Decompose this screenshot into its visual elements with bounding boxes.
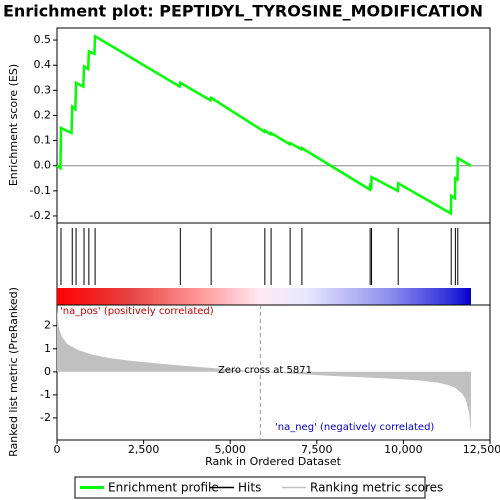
x-tick-label: 5,000 bbox=[214, 443, 246, 456]
y-tick-label: -0.2 bbox=[30, 209, 51, 222]
y-axis-label: Enrichment score (ES) bbox=[7, 64, 20, 186]
x-tick-label: 7,500 bbox=[301, 443, 333, 456]
y-tick-label: -0.1 bbox=[30, 184, 51, 197]
color-bar bbox=[57, 288, 471, 305]
annotation: 'na_neg' (negatively correlated) bbox=[275, 422, 434, 433]
y-tick-label: 0.1 bbox=[34, 134, 52, 147]
legend-label: Hits bbox=[238, 481, 261, 495]
y-axis-label: Ranked list metric (PreRanked) bbox=[7, 287, 20, 457]
legend-label: Enrichment profile bbox=[108, 481, 219, 495]
y-tick-label: 1 bbox=[44, 342, 51, 355]
x-tick-label: 2,500 bbox=[128, 443, 160, 456]
enrichment-line bbox=[56, 34, 472, 216]
y-tick-label: 0.5 bbox=[34, 33, 52, 46]
y-tick-label: 0.2 bbox=[34, 108, 52, 121]
metric-area bbox=[57, 309, 471, 432]
y-tick-label: 0.4 bbox=[34, 58, 52, 71]
y-tick-label: 2 bbox=[44, 319, 51, 332]
chart-title: Enrichment plot: PEPTIDYL_TYROSINE_MODIF… bbox=[3, 2, 483, 21]
metric-panel bbox=[56, 304, 491, 441]
y-tick-label: -1 bbox=[40, 388, 51, 401]
x-tick-label: 10,000 bbox=[384, 443, 423, 456]
legend bbox=[74, 476, 426, 499]
legend-label: Ranking metric scores bbox=[310, 481, 443, 495]
x-axis-label: Rank in Ordered Dataset bbox=[205, 455, 342, 468]
y-tick-label: 0.3 bbox=[34, 83, 52, 96]
y-tick-label: -2 bbox=[40, 411, 51, 424]
annotation: 'na_pos' (positively correlated) bbox=[60, 306, 214, 317]
annotation: Zero cross at 5871 bbox=[218, 365, 312, 376]
y-tick-label: 0 bbox=[44, 365, 51, 378]
x-tick-label: 0 bbox=[54, 443, 61, 456]
x-tick-label: 12,500 bbox=[463, 443, 500, 456]
y-tick-label: 0.0 bbox=[34, 159, 52, 172]
